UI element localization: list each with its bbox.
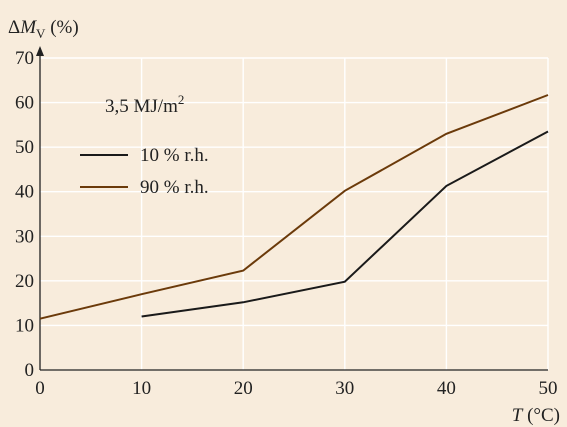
x-tick-label: 20: [234, 378, 253, 399]
annotation: 3,5 MJ/m2: [105, 92, 184, 117]
x-axis-label: T (°C): [512, 405, 560, 426]
y-axis-arrow: [36, 46, 44, 56]
y-tick-label: 0: [25, 360, 35, 381]
y-tick-label: 50: [15, 137, 34, 158]
grid: [40, 57, 549, 370]
legend: 10 % r.h. 90 % r.h.: [80, 145, 209, 198]
series-lines: [39, 94, 549, 320]
x-tick-label: 40: [437, 378, 456, 399]
legend-label: 90 % r.h.: [140, 177, 209, 198]
y-tick-label: 20: [15, 271, 34, 292]
series-line-rh10: [141, 130, 549, 318]
y-tick-label: 30: [15, 226, 34, 247]
x-tick-label: 0: [35, 378, 45, 399]
y-tick-label: 10: [15, 315, 34, 336]
y-axis-label: ΔMV (%): [8, 17, 79, 41]
legend-label: 10 % r.h.: [140, 145, 209, 166]
axes: 0 10 20 30 40 50 60 70 0 10 20 30 40 50: [15, 46, 558, 399]
x-tick-label: 30: [335, 378, 354, 399]
x-tick-label: 50: [539, 378, 558, 399]
x-tick-label: 10: [132, 378, 151, 399]
y-tick-label: 70: [15, 48, 34, 69]
y-tick-label: 40: [15, 182, 34, 203]
y-tick-label: 60: [15, 93, 34, 114]
series-line-rh90: [39, 94, 549, 320]
